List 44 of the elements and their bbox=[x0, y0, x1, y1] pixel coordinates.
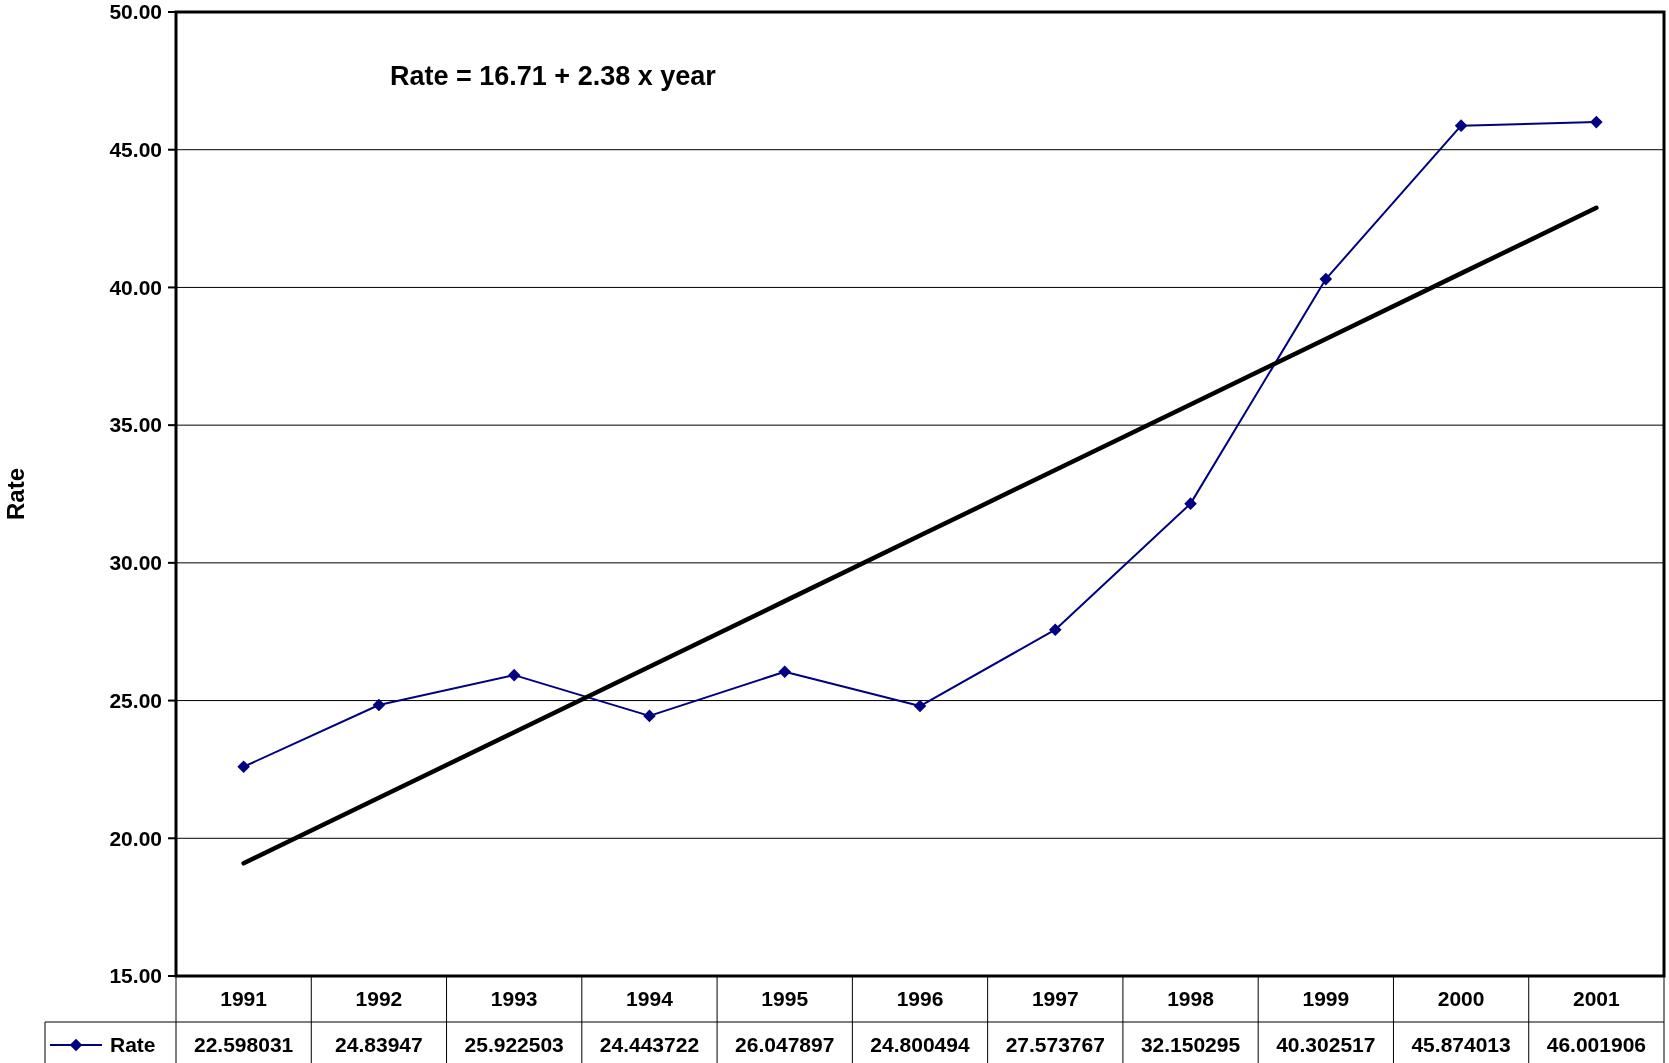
data-label: 40.302517 bbox=[1276, 1033, 1376, 1057]
legend-label: Rate bbox=[110, 1033, 156, 1057]
point bbox=[237, 760, 250, 774]
point bbox=[913, 699, 927, 713]
y-tick-label: 45.00 bbox=[109, 138, 162, 162]
y-tick-label: 25.00 bbox=[109, 688, 162, 712]
x-tick-label: 1993 bbox=[490, 987, 538, 1011]
x-tick-label: 1999 bbox=[1302, 987, 1350, 1011]
point bbox=[643, 709, 656, 723]
point bbox=[1454, 119, 1468, 132]
point bbox=[372, 698, 386, 712]
x-tick-label: 1996 bbox=[896, 987, 944, 1011]
point bbox=[1319, 272, 1333, 286]
x-tick-label: 1997 bbox=[1031, 987, 1079, 1011]
x-tick-label: 1994 bbox=[626, 987, 674, 1011]
data-label: 25.922503 bbox=[464, 1033, 564, 1057]
point bbox=[778, 665, 792, 678]
y-tick-label: 40.00 bbox=[109, 275, 162, 299]
data-label: 24.800494 bbox=[870, 1033, 970, 1057]
y-tick-label: 20.00 bbox=[109, 826, 162, 850]
point bbox=[1184, 497, 1197, 510]
y-tick-label: 15.00 bbox=[109, 964, 162, 988]
data-label: 32.150295 bbox=[1140, 1033, 1241, 1057]
x-tick-label: 2001 bbox=[1573, 987, 1621, 1011]
y-tick-label: 35.00 bbox=[109, 413, 162, 437]
data-label: 46.001906 bbox=[1546, 1033, 1646, 1057]
point bbox=[507, 668, 521, 682]
y-tick-label: 50.00 bbox=[109, 0, 162, 24]
x-tick-label: 2000 bbox=[1437, 987, 1485, 1011]
annotation: Rate = 16.71 + 2.38 x year bbox=[390, 61, 717, 91]
data-label: 27.573767 bbox=[1005, 1033, 1105, 1057]
x-tick-label: 1998 bbox=[1167, 987, 1215, 1011]
y-tick-label: 30.00 bbox=[109, 551, 162, 575]
data-label: 22.598031 bbox=[194, 1033, 294, 1057]
point bbox=[1048, 623, 1062, 636]
point bbox=[1590, 115, 1603, 129]
data-label: 26.047897 bbox=[735, 1033, 835, 1057]
x-tick-label: 1995 bbox=[761, 987, 809, 1011]
data-label: 45.874013 bbox=[1411, 1033, 1511, 1057]
data-label: 24.443722 bbox=[599, 1033, 700, 1057]
x-tick-label: 1992 bbox=[355, 987, 403, 1011]
data-label: 24.83947 bbox=[335, 1033, 423, 1057]
y-axis-title: Rate bbox=[2, 467, 29, 521]
x-tick-label: 1991 bbox=[220, 987, 268, 1011]
